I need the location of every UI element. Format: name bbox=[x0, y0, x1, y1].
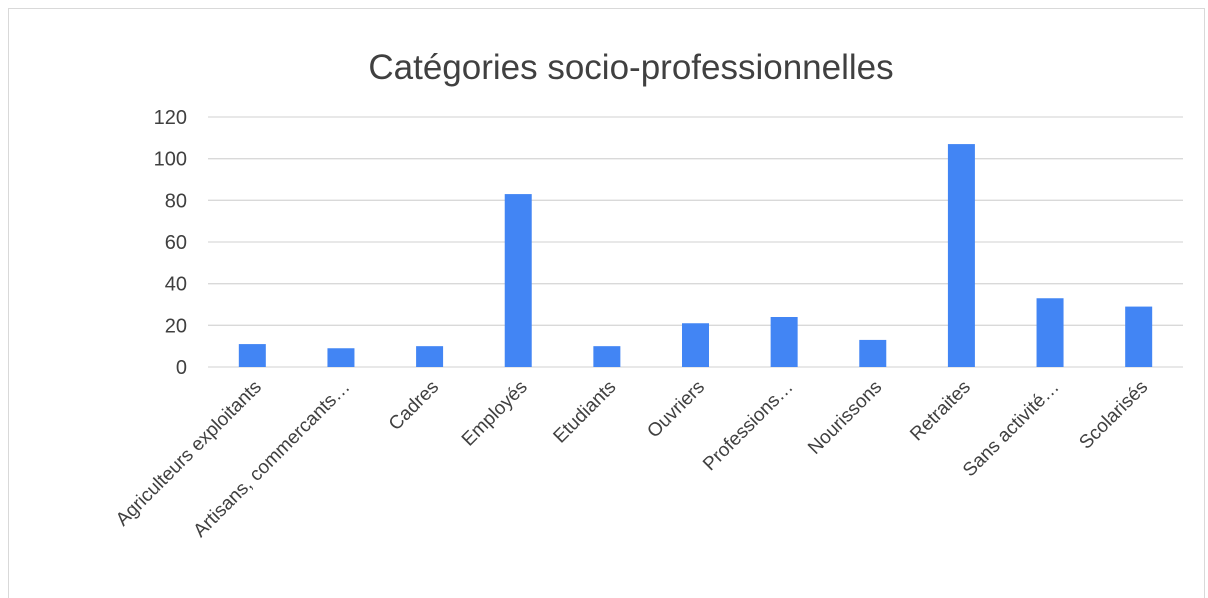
x-category-label: Employés bbox=[458, 377, 532, 451]
x-category-label: Retraites bbox=[906, 377, 975, 446]
bar bbox=[947, 144, 975, 367]
y-tick-label: 80 bbox=[165, 190, 187, 212]
chart-frame bbox=[8, 8, 1205, 598]
bar bbox=[593, 346, 621, 367]
y-tick-label: 0 bbox=[176, 357, 187, 379]
y-tick-label: 120 bbox=[154, 107, 187, 129]
bar bbox=[416, 346, 444, 367]
x-category-label: Professions… bbox=[699, 377, 797, 475]
x-category-label: Sans activité… bbox=[959, 377, 1063, 481]
x-category-label: Etudiants bbox=[550, 377, 621, 448]
bar bbox=[770, 317, 798, 367]
bar bbox=[1036, 298, 1064, 367]
x-category-label: Nourissons bbox=[804, 377, 886, 459]
y-tick-label: 20 bbox=[165, 315, 187, 337]
x-category-label: Cadres bbox=[385, 377, 443, 435]
y-tick-label: 40 bbox=[165, 274, 187, 296]
bar bbox=[327, 348, 355, 367]
x-category-label: Scolarisés bbox=[1075, 377, 1152, 454]
x-category-label: Ouvriers bbox=[643, 377, 709, 443]
chart-title: Catégories socio-professionnelles bbox=[368, 48, 894, 87]
y-axis-ticks: 0 20 40 60 80 100 120 bbox=[154, 107, 187, 379]
bar bbox=[504, 194, 532, 367]
x-category-label: Artisans, commercants… bbox=[190, 377, 355, 542]
bar bbox=[1125, 306, 1153, 367]
x-category-label: Agriculteurs exploitants bbox=[112, 377, 266, 531]
bars bbox=[238, 144, 1153, 367]
bar bbox=[682, 323, 709, 367]
y-tick-label: 60 bbox=[165, 232, 187, 254]
bar bbox=[238, 344, 266, 367]
bar bbox=[859, 339, 887, 367]
y-tick-label: 100 bbox=[154, 149, 187, 171]
